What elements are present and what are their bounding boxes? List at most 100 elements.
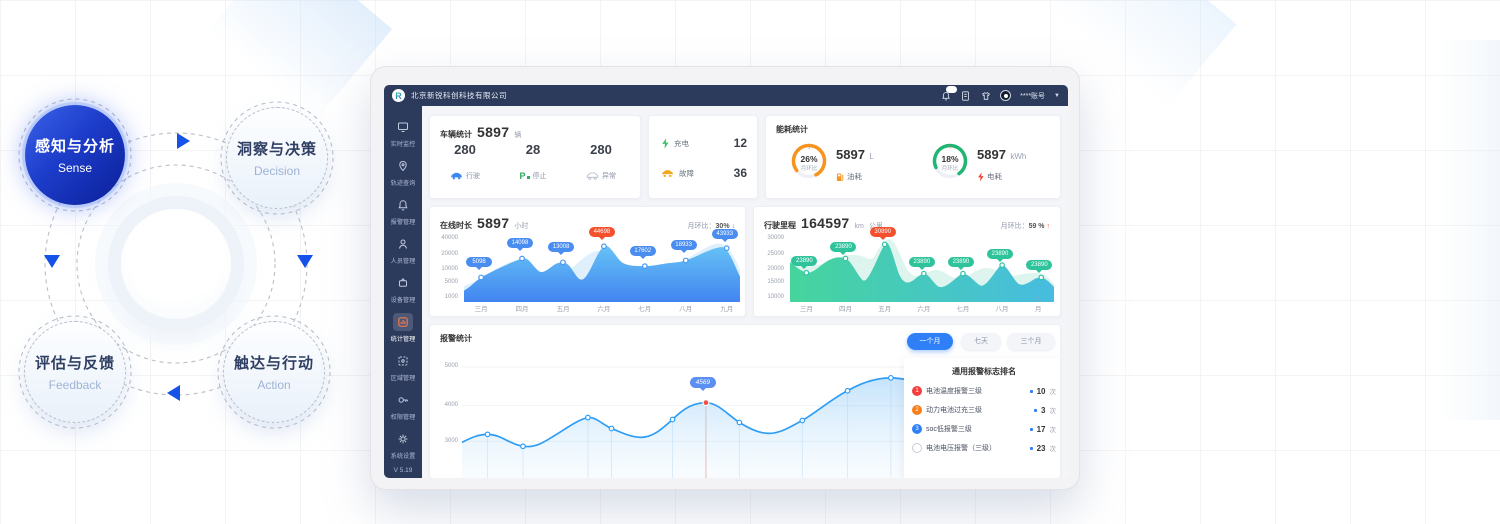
- cycle-node-subtitle: Feedback: [48, 378, 102, 392]
- lightning-icon: [978, 171, 984, 182]
- account-name[interactable]: ****账号: [1020, 92, 1046, 100]
- user-avatar[interactable]: [1000, 90, 1012, 101]
- stat-stopped: 28 P 停止: [503, 142, 563, 181]
- ranking-item: 3 soc低报警三级 17 次: [912, 424, 1056, 434]
- cycle-hub: [121, 209, 231, 319]
- fuel-name: 油耗: [847, 172, 862, 181]
- rank-unit: 次: [1049, 408, 1057, 415]
- charging-card: 充电 12 故障 36: [648, 115, 758, 199]
- theme-shirt-icon[interactable]: [980, 90, 991, 101]
- rank-label: 电池电压报警（三级）: [926, 445, 996, 452]
- arrow-up-icon: ↑: [1046, 223, 1051, 230]
- electric-value: 5897: [977, 147, 1006, 162]
- rank-count: 10: [1036, 386, 1046, 396]
- range-button-week[interactable]: 七天: [961, 333, 1001, 350]
- gauge-percent-label: 月环比: [800, 166, 818, 172]
- cycle-diagram: 感知与分析 Sense 洞察与决策 Decision 评估与反馈 Feedbac…: [10, 88, 350, 433]
- stat-value: 280: [454, 142, 476, 157]
- key-icon: [398, 397, 408, 403]
- month-over-month: 月环比：30% ↓: [687, 223, 736, 230]
- cycle-node-feedback: 评估与反馈 Feedback: [24, 321, 126, 423]
- bullet-dot-icon: [1029, 389, 1033, 393]
- mileage-total: 164597: [801, 215, 850, 231]
- fuel-value: 5897: [836, 147, 865, 162]
- sidebar-item-personnel[interactable]: 人员管理: [384, 235, 422, 272]
- y-tick: 20000: [441, 251, 458, 257]
- electric-consumption: 5897 kWh 电耗: [977, 146, 1026, 182]
- y-tick: 5000: [444, 279, 458, 285]
- alarm-bell-icon: [398, 200, 408, 211]
- range-button-month[interactable]: 一个月: [907, 333, 953, 350]
- account-caret-icon[interactable]: ▼: [1054, 92, 1060, 99]
- x-tick: 四月: [515, 306, 529, 313]
- sidebar-item-permission[interactable]: 权限管理: [384, 391, 422, 428]
- fuel-pump-icon: [836, 172, 844, 181]
- notification-bell-icon[interactable]: [940, 86, 958, 101]
- data-label-pill: 23890: [947, 257, 974, 270]
- cycle-node-action: 触达与行动 Action: [223, 321, 325, 423]
- sidebar-item-device[interactable]: 设备管理: [384, 274, 422, 311]
- area-chart-svg: [790, 239, 1054, 302]
- x-tick: 六月: [597, 306, 611, 313]
- ranking-item: 电池电压报警（三级） 23 次: [912, 443, 1056, 453]
- x-tick: 三月: [799, 306, 813, 313]
- cycle-node-subtitle: Action: [257, 378, 291, 392]
- stat-abnormal: 280 异常: [571, 142, 631, 181]
- company-logo: R: [392, 89, 405, 102]
- sidebar-item-monitor[interactable]: 实时监控: [384, 118, 422, 155]
- sidebar-nav: 实时监控 轨迹查询 报警管理 人员管理 设备管理 统计管理 区域管理 权限管理: [384, 106, 422, 478]
- ranking-header: 通用报警标志排名: [952, 367, 1016, 376]
- range-button-quarter[interactable]: 三个月: [1007, 333, 1055, 350]
- sidebar-item-label: 报警管理: [390, 219, 416, 226]
- fuel-unit: L: [869, 152, 874, 161]
- location-pin-icon: [399, 160, 407, 172]
- y-tick: 4000: [444, 402, 458, 408]
- data-label-pill-highlight: 44698: [588, 227, 615, 240]
- fuel-gauge: ↓ 26% 月环比: [790, 142, 828, 180]
- rank-unit: 次: [1049, 389, 1057, 396]
- vehicle-stats-card: 车辆统计 5897 辆 280 行驶 28 P 停止 280 异常: [429, 115, 641, 199]
- x-tick: 八月: [679, 306, 693, 313]
- sidebar-item-settings[interactable]: 系统设置: [384, 430, 422, 467]
- company-name: 北京新锐科创科技有限公司: [411, 91, 507, 100]
- area-icon: [398, 356, 408, 366]
- parking-icon: P: [519, 171, 530, 181]
- card-title: 在线时长: [440, 221, 472, 230]
- sidebar-item-track[interactable]: 轨迹查询: [384, 157, 422, 194]
- cycle-node-title: 感知与分析: [34, 138, 115, 155]
- stat-label: 异常: [602, 173, 616, 180]
- document-icon[interactable]: [960, 90, 971, 101]
- gauge-arrow-down-icon: ↓: [807, 145, 811, 151]
- cycle-node-title: 评估与反馈: [34, 355, 115, 372]
- bullet-dot-icon: [1029, 427, 1033, 431]
- data-label-pill: 13008: [548, 242, 575, 255]
- sidebar-item-label: 权限管理: [390, 414, 416, 421]
- fuel-consumption: 5897 L 油耗: [836, 146, 874, 182]
- people-icon: [399, 239, 407, 249]
- mileage-area-chart: 23890 23890 30890 23890 23890 23890 2389…: [790, 227, 1054, 313]
- arrow-down-icon: ↓: [731, 223, 736, 230]
- ranking-item: 1 电池温度报警三级 10 次: [912, 386, 1056, 396]
- chart-tooltip: 4569: [689, 377, 717, 391]
- device-frame: R 北京新锐科创科技有限公司 ****账号 ▼: [370, 66, 1080, 490]
- sidebar-item-label: 设备管理: [390, 297, 416, 304]
- stat-label: 停止: [532, 173, 547, 180]
- rank-label: soc低报警三级: [926, 426, 972, 433]
- rank-badge: [912, 443, 922, 453]
- cycle-node-subtitle: Decision: [253, 164, 301, 178]
- rank-unit: 次: [1049, 446, 1057, 453]
- sidebar-item-area[interactable]: 区域管理: [384, 352, 422, 389]
- card-title: 行驶里程: [764, 221, 796, 230]
- x-tick: 三月: [474, 306, 488, 313]
- rank-badge: 1: [912, 386, 922, 396]
- sidebar-item-alarm[interactable]: 报警管理: [384, 196, 422, 233]
- gauge-arrow-up-icon: ↑: [948, 145, 952, 151]
- fuel-ring: [791, 143, 827, 179]
- y-tick: 15000: [767, 279, 784, 285]
- data-label-pill: 18933: [670, 240, 697, 253]
- sidebar-item-statistics[interactable]: 统计管理: [384, 313, 422, 350]
- highlight-point: [702, 399, 710, 407]
- x-tick: 五月: [556, 306, 570, 313]
- fault-car-icon: [661, 169, 674, 177]
- rank-badge: 2: [912, 405, 922, 415]
